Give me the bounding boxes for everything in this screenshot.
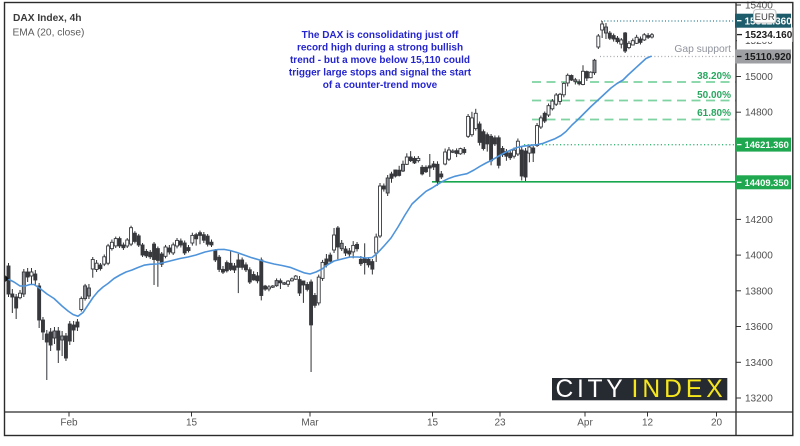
- svg-text:20: 20: [711, 418, 723, 429]
- svg-text:CITY: CITY: [556, 376, 627, 403]
- svg-text:of a counter-trend move: of a counter-trend move: [323, 80, 438, 91]
- svg-text:38.20%: 38.20%: [697, 71, 731, 82]
- svg-text:Apr: Apr: [577, 418, 593, 429]
- svg-text:14621.360: 14621.360: [745, 139, 789, 150]
- svg-text:14409.350: 14409.350: [745, 177, 789, 188]
- svg-text:INDEX: INDEX: [632, 376, 727, 403]
- svg-text:EUR: EUR: [755, 12, 775, 23]
- svg-text:13800: 13800: [745, 286, 773, 297]
- svg-text:EMA (20, close): EMA (20, close): [13, 28, 85, 39]
- svg-text:14000: 14000: [745, 251, 773, 262]
- svg-text:12: 12: [642, 418, 654, 429]
- svg-text:13600: 13600: [745, 322, 773, 333]
- svg-text:61.80%: 61.80%: [697, 108, 731, 119]
- svg-text:15: 15: [427, 418, 439, 429]
- svg-text:14800: 14800: [745, 108, 773, 119]
- svg-text:Feb: Feb: [60, 418, 78, 429]
- svg-text:record high during a strong bu: record high during a strong bullish: [297, 42, 463, 53]
- svg-text:trigger large stops and signal: trigger large stops and signal the start: [289, 68, 472, 79]
- svg-text:15400: 15400: [745, 1, 773, 12]
- svg-text:Mar: Mar: [301, 418, 319, 429]
- svg-text:14200: 14200: [745, 215, 773, 226]
- svg-text:15234.160: 15234.160: [745, 30, 793, 41]
- svg-text:13200: 13200: [745, 394, 773, 405]
- svg-text:Gap support: Gap support: [674, 44, 731, 55]
- svg-text:The DAX is consolidating just: The DAX is consolidating just off: [302, 30, 459, 41]
- svg-text:13400: 13400: [745, 358, 773, 369]
- svg-text:50.00%: 50.00%: [697, 90, 731, 101]
- svg-text:23: 23: [494, 418, 506, 429]
- svg-text:15: 15: [186, 418, 198, 429]
- svg-text:15110.920: 15110.920: [745, 52, 792, 63]
- svg-text:DAX Index, 4h: DAX Index, 4h: [13, 13, 82, 24]
- svg-text:15000: 15000: [745, 72, 773, 83]
- svg-text:trend - but a move below 15,11: trend - but a move below 15,110 could: [290, 55, 470, 66]
